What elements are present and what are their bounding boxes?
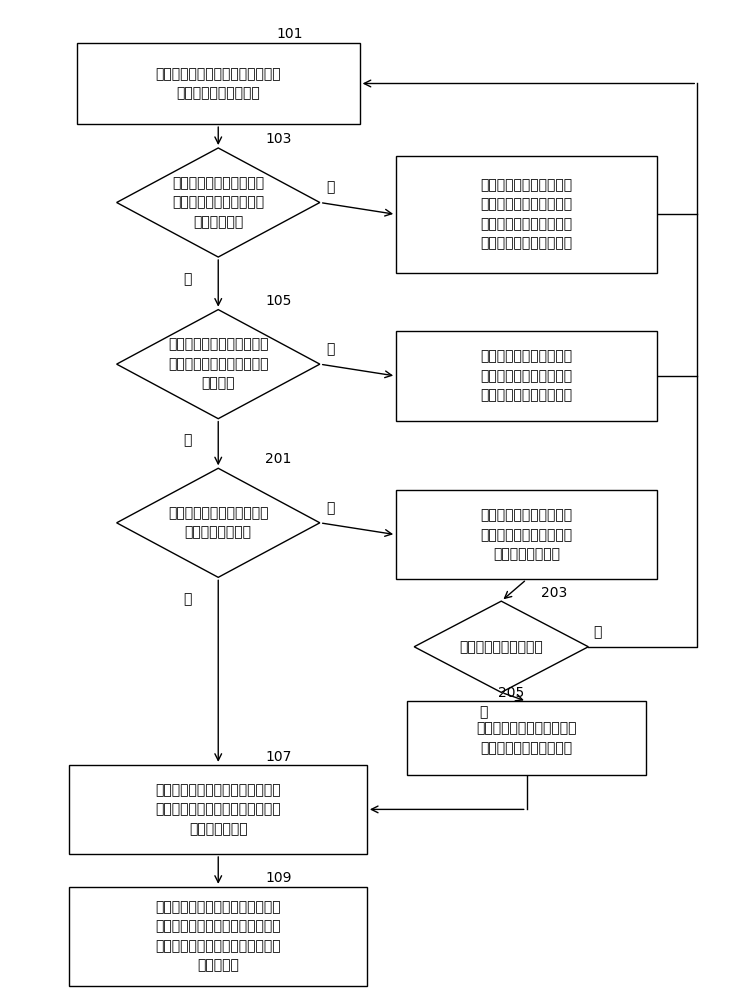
Text: 发送提示信息给显示装置
进行显示，以提醒工作人
员进行检查并确认: 发送提示信息给显示装置 进行显示，以提醒工作人 员进行检查并确认	[481, 508, 573, 561]
Text: 是: 是	[479, 705, 487, 719]
Text: 否: 否	[327, 181, 335, 195]
Text: 接收输入的车辆识别码、车载终端
识别码和车型配置代码: 接收输入的车辆识别码、车载终端 识别码和车型配置代码	[156, 67, 281, 100]
Text: 103: 103	[266, 132, 292, 146]
Text: 对输入的车辆识别码和车载
终端识别码的格式进行校核
是否正确: 对输入的车辆识别码和车载 终端识别码的格式进行校核 是否正确	[168, 338, 269, 391]
Text: 是: 是	[184, 272, 192, 286]
Text: 201: 201	[266, 452, 292, 466]
Text: 否: 否	[593, 625, 601, 639]
Text: 否: 否	[327, 342, 335, 356]
Polygon shape	[117, 310, 320, 419]
FancyBboxPatch shape	[70, 765, 367, 854]
Text: 根据输入的车型配置代码
判断此车型的车辆是否配
置有车载终端: 根据输入的车型配置代码 判断此车型的车辆是否配 置有车载终端	[172, 176, 264, 229]
Text: 服务器接收绑定设备发送的绑定信
息，根据绑定信息在数据库中建立
车辆识别码和车载终端识别码的对
应绑定关系: 服务器接收绑定设备发送的绑定信 息，根据绑定信息在数据库中建立 车辆识别码和车载…	[156, 900, 281, 973]
Text: 109: 109	[266, 871, 292, 885]
Text: 发送格式不正确的提示信
息给显示装置进行显示，
以提醒工作人员重新输入: 发送格式不正确的提示信 息给显示装置进行显示， 以提醒工作人员重新输入	[481, 350, 573, 403]
Text: 判断是否需要重新绑定: 判断是否需要重新绑定	[459, 640, 543, 654]
Text: 是: 是	[327, 501, 335, 515]
Text: 否: 否	[184, 592, 192, 606]
FancyBboxPatch shape	[396, 490, 657, 579]
FancyBboxPatch shape	[70, 887, 367, 986]
Text: 107: 107	[266, 750, 292, 764]
Polygon shape	[117, 148, 320, 257]
Text: 绑定设备将车辆识别码和车载终端
识别码自动进行绑定，并将绑定信
息发送给服务器: 绑定设备将车辆识别码和车载终端 识别码自动进行绑定，并将绑定信 息发送给服务器	[156, 783, 281, 836]
FancyBboxPatch shape	[77, 43, 360, 124]
Text: 发送此车型的车辆没有配
置车载终端的提示信息给
显示装置进行显示，以提
醒工作人员进行重新输入: 发送此车型的车辆没有配 置车载终端的提示信息给 显示装置进行显示，以提 醒工作人…	[481, 178, 573, 251]
Polygon shape	[117, 468, 320, 577]
FancyBboxPatch shape	[407, 701, 647, 775]
Text: 205: 205	[498, 686, 524, 700]
Text: 取消车辆识别码和车载终端
识别码过去的已绑定关系: 取消车辆识别码和车载终端 识别码过去的已绑定关系	[476, 721, 577, 755]
Text: 105: 105	[266, 294, 292, 308]
FancyBboxPatch shape	[396, 156, 657, 273]
Text: 是: 是	[184, 434, 192, 448]
Text: 203: 203	[541, 586, 567, 600]
Text: 101: 101	[276, 27, 303, 41]
Text: 判断车辆识别码是否已绑定
过车载终端识别码: 判断车辆识别码是否已绑定 过车载终端识别码	[168, 506, 269, 540]
FancyBboxPatch shape	[396, 331, 657, 421]
Polygon shape	[414, 601, 589, 692]
